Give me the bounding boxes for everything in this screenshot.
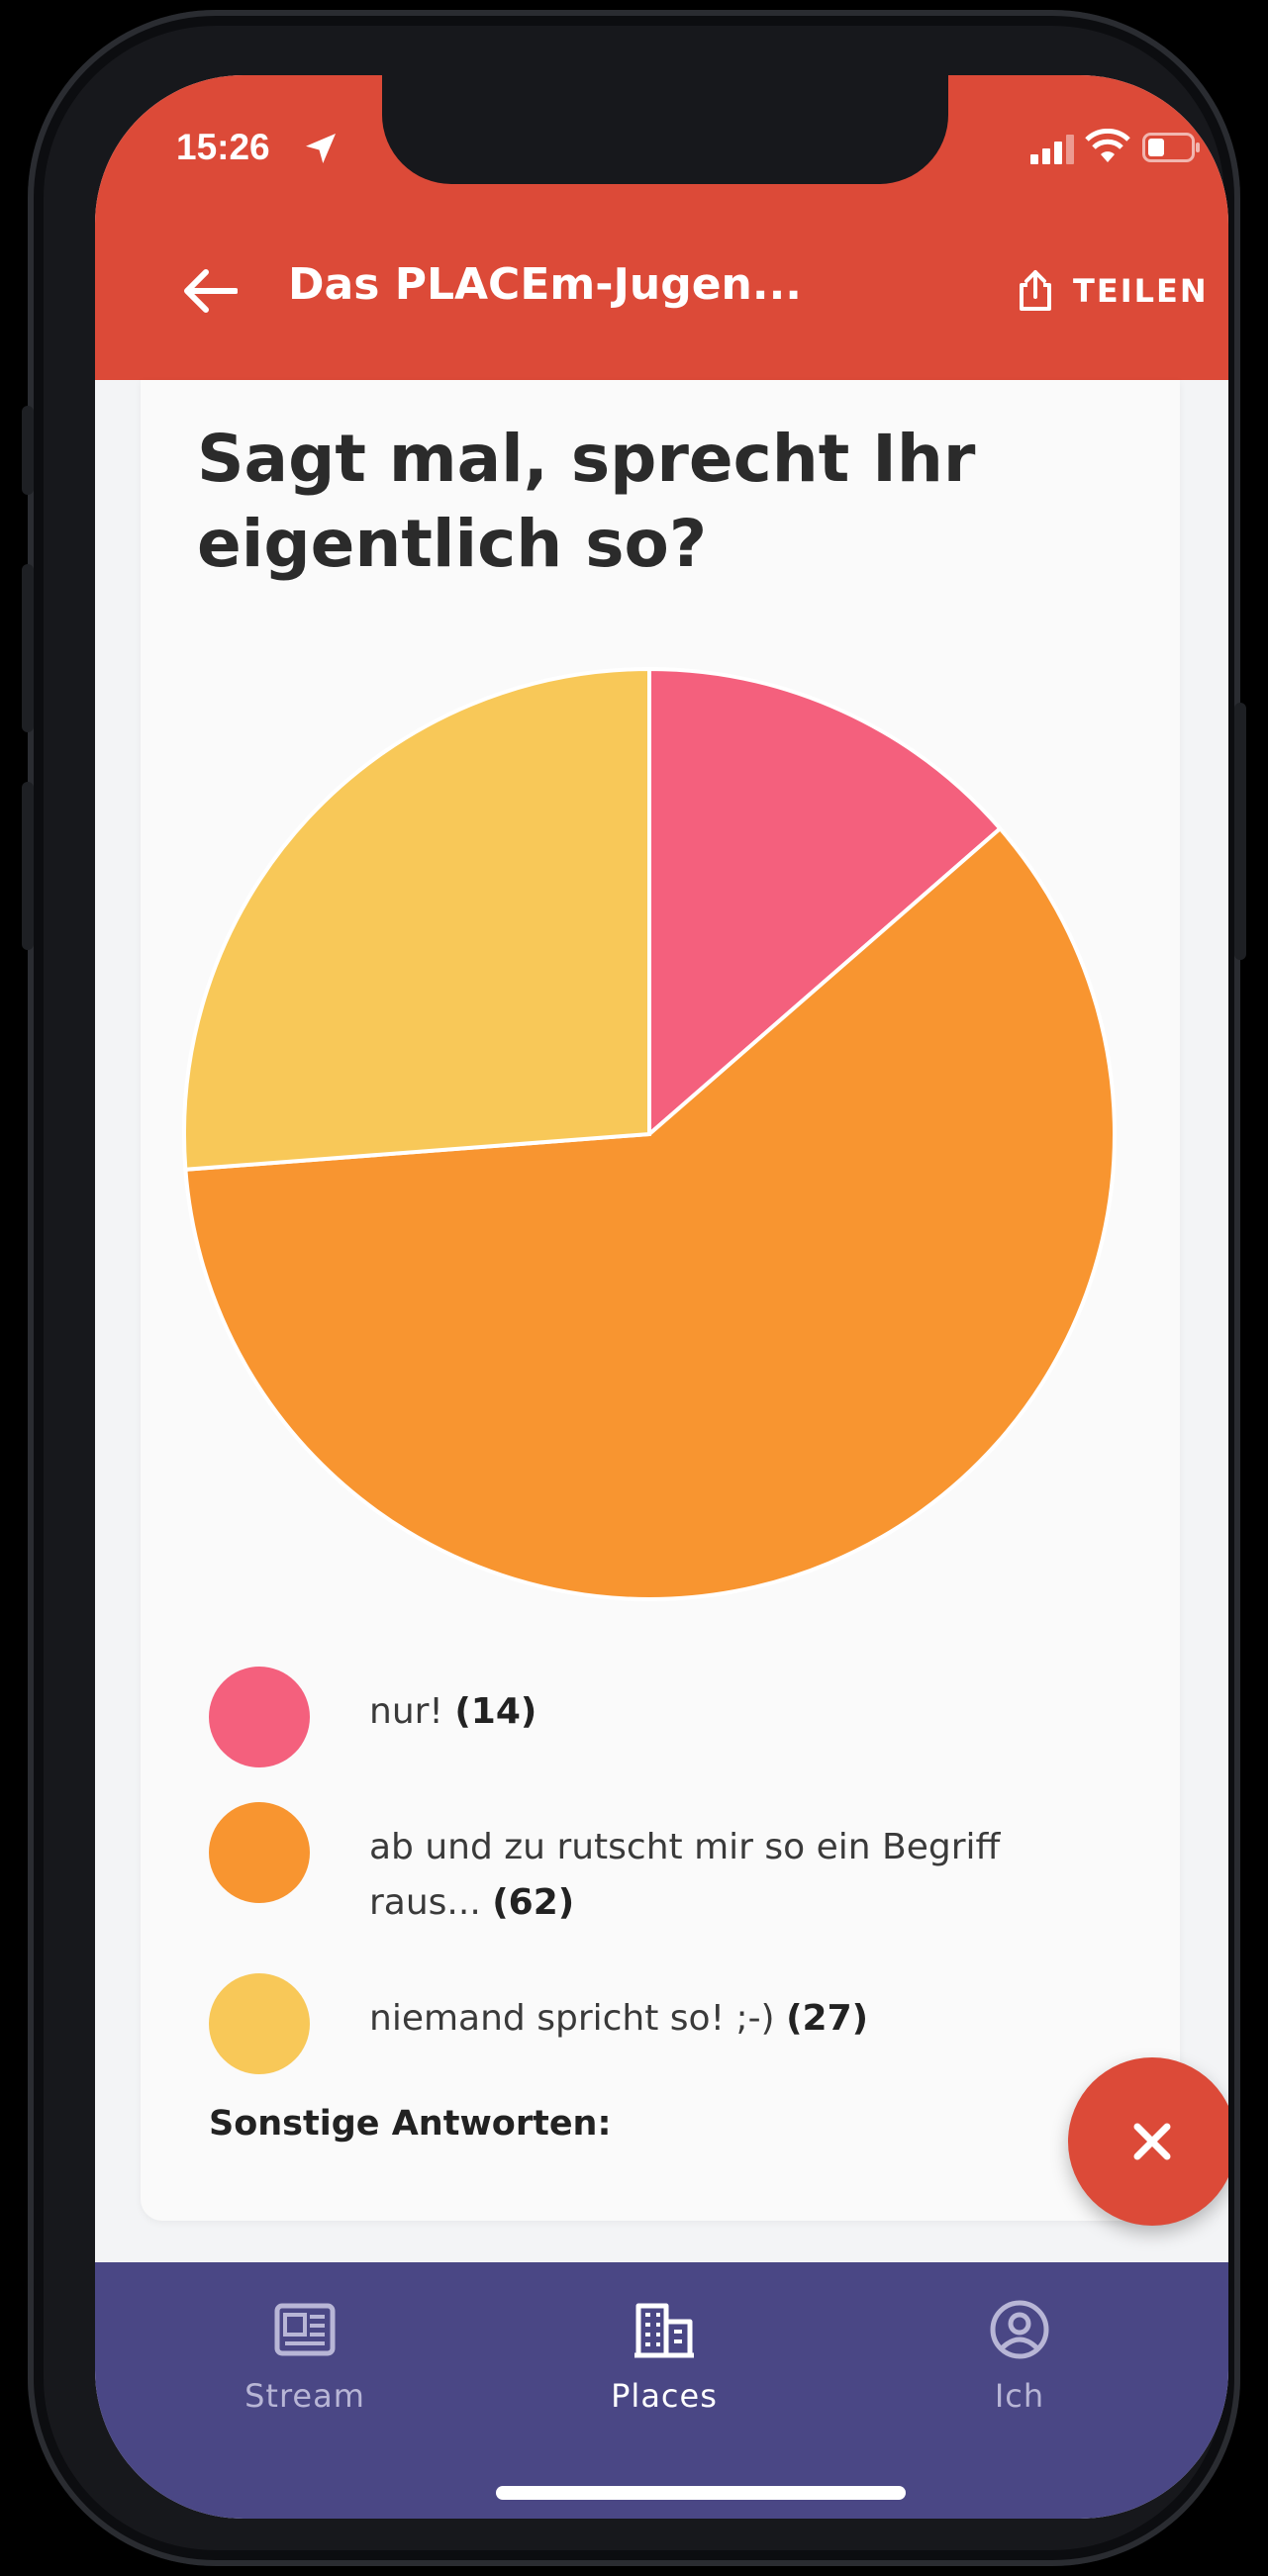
screen: 15:26 Das PLACE (95, 75, 1228, 2519)
share-button[interactable]: TEILEN (1016, 263, 1209, 319)
volume-up-button (22, 564, 34, 732)
close-icon (1133, 2123, 1171, 2160)
other-answers-label: Sonstige Antworten: (209, 2104, 612, 2144)
buildings-icon (634, 2303, 694, 2358)
legend-text-1: ab und zu rutscht mir so ein Begriff rau… (369, 1820, 1082, 1931)
legend-label-0: nur! (369, 1691, 443, 1732)
pie-slice-2 (182, 666, 651, 1172)
phone-frame: 15:26 Das PLACE (22, 10, 1246, 2566)
legend-label-1: ab und zu rutscht mir so ein Begriff rau… (369, 1827, 1001, 1923)
legend-item-0[interactable]: nur! (14) (209, 1667, 1082, 1767)
legend-swatch-2 (209, 1973, 310, 2074)
share-icon (1020, 270, 1051, 311)
wifi-icon (1085, 129, 1130, 162)
user-circle-icon (990, 2300, 1049, 2359)
close-fab-button[interactable] (1068, 2057, 1228, 2226)
share-label: TEILEN (1073, 272, 1209, 310)
legend-swatch-0 (209, 1667, 310, 1767)
legend-text-0: nur! (14) (369, 1684, 1082, 1740)
back-arrow-icon[interactable] (182, 269, 238, 313)
status-time: 15:26 (176, 127, 270, 167)
page-title: Das PLACEm-Jugen... (288, 259, 803, 310)
signal-icon (1030, 135, 1074, 164)
legend-item-2[interactable]: niemand spricht so! ;-) (27) (209, 1973, 1082, 2074)
home-indicator[interactable] (496, 2486, 906, 2500)
mute-switch (22, 406, 34, 495)
nav-label-places: Places (611, 2377, 718, 2415)
bottom-nav: Stream Places Ich (95, 2262, 1228, 2519)
newspaper-icon (274, 2303, 336, 2356)
pie-slice-1 (183, 825, 1117, 1601)
volume-down-button (22, 782, 34, 950)
nav-label-ich: Ich (994, 2377, 1045, 2415)
battery-icon (1142, 133, 1200, 162)
location-arrow-icon (306, 134, 336, 163)
poll-question: Sagt mal, sprecht Ihr eigentlich so? (197, 421, 976, 582)
pie-chart (182, 666, 1117, 1601)
legend-count-2: (27) (786, 1998, 869, 2039)
app-header: 15:26 Das PLACE (95, 75, 1228, 380)
legend-label-2: niemand spricht so! ;-) (369, 1998, 775, 2039)
legend-count-1: (62) (492, 1882, 575, 1923)
legend-text-2: niemand spricht so! ;-) (27) (369, 1991, 1082, 2047)
legend-count-0: (14) (454, 1691, 537, 1732)
nav-item-ich[interactable]: Ich (921, 2298, 1119, 2415)
nav-item-places[interactable]: Places (565, 2298, 763, 2415)
pie-slice-0 (647, 666, 1004, 1139)
notch (382, 75, 948, 184)
legend-swatch-1 (209, 1802, 310, 1903)
nav-label-stream: Stream (244, 2377, 365, 2415)
power-button (1234, 703, 1246, 960)
legend-item-1[interactable]: ab und zu rutscht mir so ein Begriff rau… (209, 1802, 1082, 1931)
nav-item-stream[interactable]: Stream (206, 2298, 404, 2415)
